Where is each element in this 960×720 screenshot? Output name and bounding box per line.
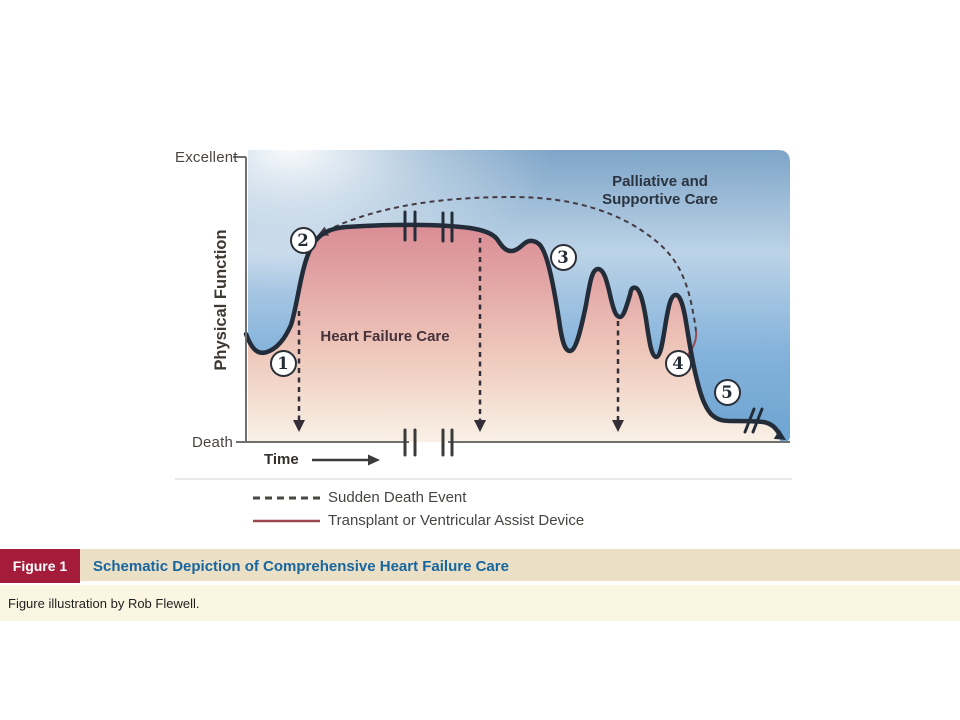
y-axis-title: Physical Function xyxy=(212,229,230,371)
marker-4: 4 xyxy=(664,349,692,377)
function-trajectory-curve xyxy=(243,222,781,435)
legend-label-sudden-death: Sudden Death Event xyxy=(328,489,467,506)
sudden-death-arrows xyxy=(297,238,620,421)
figure-number-tag: Figure 1 xyxy=(0,549,80,583)
marker-2: 2 xyxy=(289,226,317,254)
sudden-death-arrowheads xyxy=(293,420,624,432)
function-area-fill xyxy=(248,224,780,442)
figure-title: Schematic Depiction of Comprehensive Hea… xyxy=(93,557,509,575)
palliative-care-label-line1: Palliative and xyxy=(612,173,708,190)
caption-credit-band: Figure illustration by Rob Flewell. xyxy=(0,585,960,621)
palliative-care-label: Palliative and Supportive Care xyxy=(580,173,740,209)
y-axis-bottom-label: Death xyxy=(191,434,233,451)
figure-credit: Figure illustration by Rob Flewell. xyxy=(8,596,200,611)
axes xyxy=(233,156,790,443)
heart-failure-care-label: Heart Failure Care xyxy=(320,328,450,345)
palliative-care-label-line2: Supportive Care xyxy=(602,191,718,208)
axis-break-marks xyxy=(403,428,454,457)
x-axis-title: Time xyxy=(264,451,299,468)
curve-break-marks xyxy=(403,210,764,434)
marker-5: 5 xyxy=(713,378,741,406)
transplant-vad-arc xyxy=(325,195,697,332)
legend-label-transplant-vad: Transplant or Ventricular Assist Device xyxy=(328,512,585,529)
caption-bar: Figure 1 Schematic Depiction of Comprehe… xyxy=(0,549,960,583)
y-axis-top-label: Excellent xyxy=(175,149,238,166)
time-arrowhead xyxy=(368,454,380,466)
marker-3: 3 xyxy=(549,243,577,271)
marker-1: 1 xyxy=(269,349,297,377)
trajectory-end-arrowhead xyxy=(773,429,786,440)
